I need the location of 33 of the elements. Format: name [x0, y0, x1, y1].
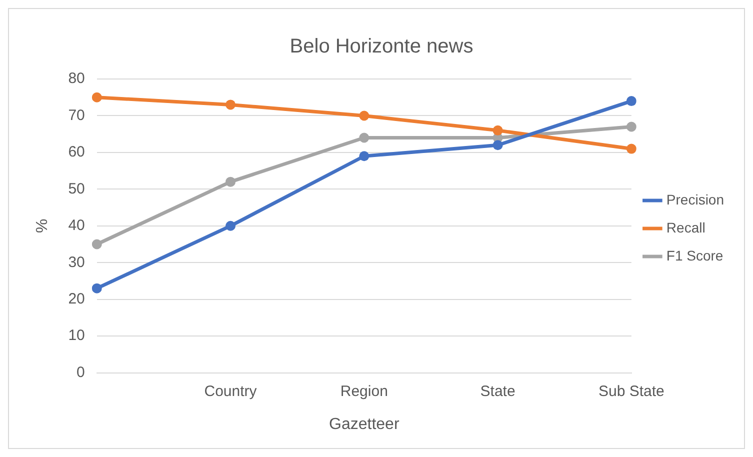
point [359, 132, 370, 143]
y-tick-label: 20 [68, 290, 85, 308]
point [226, 100, 236, 110]
point [626, 96, 636, 106]
y-tick-label: 40 [68, 217, 85, 234]
chart-title: Belo Horizonte news [290, 36, 474, 58]
legend-label: F1 Score [666, 247, 724, 264]
x-tick-label: Region [340, 382, 388, 400]
y-tick-label: 30 [68, 254, 85, 271]
point [92, 239, 102, 250]
point [626, 122, 636, 132]
point [626, 144, 636, 154]
point [92, 283, 102, 294]
point [359, 151, 370, 162]
legend-label: Recall [666, 219, 706, 236]
point [492, 140, 503, 150]
y-tick-label: 0 [76, 364, 85, 381]
y-tick-label: 70 [68, 106, 85, 124]
x-tick-label: Sub State [598, 382, 664, 400]
point [226, 176, 236, 187]
point [92, 92, 102, 102]
point [226, 220, 236, 231]
y-tick-label: 50 [68, 180, 85, 198]
x-tick-label: State [480, 382, 516, 400]
y-tick-label: 80 [68, 70, 85, 88]
y-axis-title: % [34, 218, 52, 234]
point [492, 125, 503, 136]
x-tick-label: Country [204, 382, 258, 400]
y-tick-label: 10 [68, 327, 85, 344]
y-tick-label: 60 [68, 144, 85, 161]
legend-label: Precision [666, 191, 724, 208]
x-axis-title: Gazetteer [329, 416, 400, 433]
point [359, 110, 370, 121]
